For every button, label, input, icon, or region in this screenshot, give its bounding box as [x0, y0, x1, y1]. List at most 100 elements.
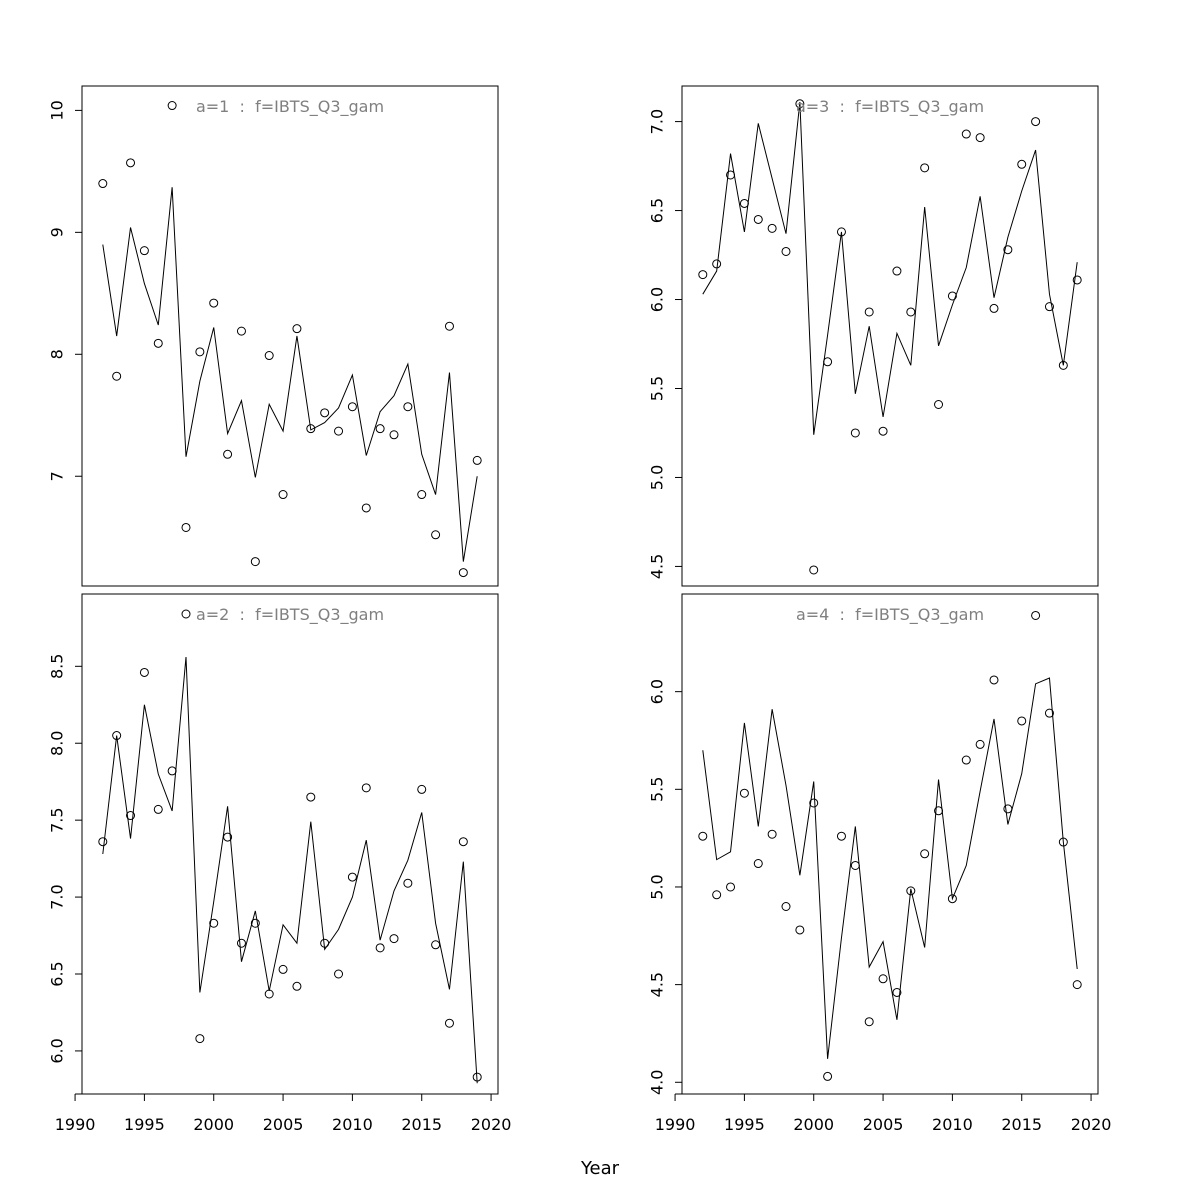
x-tick-label-a2-5: 2015 — [401, 1115, 442, 1134]
observed-point-a4-1997 — [767, 829, 777, 839]
observed-point-a1-1998 — [181, 522, 191, 532]
observed-point-a2-2012 — [375, 943, 385, 953]
observed-point-a3-2000 — [809, 565, 819, 575]
observed-point-a4-1995 — [739, 788, 749, 798]
panel-frame-a4 — [681, 593, 1099, 1095]
panel-title-a3: a=3 : f=IBTS_Q3_gam — [796, 97, 984, 117]
observed-point-a4-2016 — [1031, 610, 1041, 620]
y-tick-label-a2-1: 6.5 — [48, 961, 67, 986]
observed-point-a2-1993 — [112, 731, 122, 741]
y-tick-label-a1-3: 10 — [48, 100, 67, 120]
observed-point-a1-2013 — [389, 430, 399, 440]
observed-point-a3-2010 — [947, 291, 957, 301]
y-tick-label-a2-5: 8.5 — [48, 654, 67, 679]
y-tick-label-a3-0: 4.5 — [648, 554, 667, 579]
observed-point-a1-2006 — [292, 324, 302, 334]
observed-point-a4-2001 — [823, 1071, 833, 1081]
observed-point-a2-2001 — [223, 832, 233, 842]
fitted-line-a3 — [702, 101, 1078, 435]
observed-point-a3-1992 — [698, 270, 708, 280]
observed-point-a3-2001 — [823, 357, 833, 367]
observed-point-a1-1994 — [126, 158, 136, 168]
observed-point-a1-2008 — [320, 408, 330, 418]
x-tick-label-a4-2: 2000 — [793, 1115, 834, 1134]
observed-point-a3-2018 — [1058, 360, 1068, 370]
x-tick-label-a4-6: 2020 — [1071, 1115, 1112, 1134]
observed-point-a3-1998 — [781, 246, 791, 256]
observed-point-a4-2018 — [1058, 837, 1068, 847]
x-tick-label-a4-4: 2010 — [932, 1115, 973, 1134]
observed-point-a4-2000 — [809, 798, 819, 808]
observed-point-a2-2014 — [403, 878, 413, 888]
observed-point-a4-2009 — [934, 806, 944, 816]
x-tick-label-a4-1: 1995 — [724, 1115, 765, 1134]
observed-point-a3-2007 — [906, 307, 916, 317]
observed-point-a1-2016 — [431, 530, 441, 540]
observed-point-a2-2003 — [250, 918, 260, 928]
panel-title-a2: a=2 : f=IBTS_Q3_gam — [196, 605, 384, 625]
observed-point-a2-2011 — [361, 783, 371, 793]
observed-point-a1-2018 — [458, 568, 468, 578]
y-tick-label-a4-0: 4.0 — [648, 1070, 667, 1095]
observed-point-a1-1995 — [139, 246, 149, 256]
observed-point-a2-2006 — [292, 981, 302, 991]
observed-point-a3-1996 — [753, 214, 763, 224]
observed-point-a1-1996 — [153, 338, 163, 348]
fitted-line-a2 — [102, 657, 478, 1084]
y-tick-label-a1-0: 7 — [48, 471, 67, 481]
x-tick-label-a2-1: 1995 — [124, 1115, 165, 1134]
observed-point-a3-1994 — [726, 170, 736, 180]
panel-frame-a3 — [681, 85, 1099, 587]
y-tick-label-a3-4: 6.5 — [648, 198, 667, 223]
observed-point-a4-2010 — [947, 894, 957, 904]
observed-point-a1-2019 — [472, 455, 482, 465]
observed-point-a3-2009 — [934, 400, 944, 410]
y-tick-label-a1-1: 8 — [48, 349, 67, 359]
observed-point-a3-2002 — [836, 227, 846, 237]
x-tick-label-a4-0: 1990 — [655, 1115, 696, 1134]
panel-title-a4: a=4 : f=IBTS_Q3_gam — [796, 605, 984, 625]
y-tick-label-a2-4: 8.0 — [48, 731, 67, 756]
observed-point-a3-2011 — [961, 129, 971, 139]
x-tick-label-a2-6: 2020 — [471, 1115, 512, 1134]
observed-point-a1-1992 — [98, 179, 108, 189]
observed-point-a4-1999 — [795, 925, 805, 935]
observed-point-a4-2011 — [961, 755, 971, 765]
x-tick-label-a4-3: 2005 — [863, 1115, 904, 1134]
y-tick-label-a4-2: 5.0 — [648, 874, 667, 899]
observed-point-a4-2014 — [1003, 804, 1013, 814]
observed-point-a2-1992 — [98, 837, 108, 847]
observed-point-a2-2008 — [320, 938, 330, 948]
observed-point-a4-2015 — [1017, 716, 1027, 726]
observed-point-a1-2000 — [209, 298, 219, 308]
observed-point-a3-2004 — [864, 307, 874, 317]
observed-point-a3-2019 — [1072, 275, 1082, 285]
observed-point-a2-1995 — [139, 667, 149, 677]
observed-point-a4-2008 — [920, 849, 930, 859]
observed-point-a4-1992 — [698, 831, 708, 841]
observed-point-a1-2011 — [361, 503, 371, 513]
observed-point-a3-2005 — [878, 426, 888, 436]
observed-point-a4-2004 — [864, 1017, 874, 1027]
observed-point-a2-2010 — [347, 872, 357, 882]
observed-point-a1-2014 — [403, 402, 413, 412]
observed-point-a4-1996 — [753, 859, 763, 869]
y-tick-label-a3-3: 6.0 — [648, 287, 667, 312]
observed-point-a3-2016 — [1031, 117, 1041, 127]
observed-point-a2-2017 — [444, 1018, 454, 1028]
observed-point-a1-2017 — [444, 321, 454, 331]
observed-point-a4-1998 — [781, 902, 791, 911]
observed-point-a2-2019 — [472, 1072, 482, 1082]
observed-point-a4-2007 — [906, 886, 916, 896]
observed-point-a2-2004 — [264, 989, 274, 999]
observed-point-a3-2006 — [892, 266, 902, 276]
y-tick-label-a1-2: 9 — [48, 227, 67, 237]
y-tick-label-a3-2: 5.5 — [648, 376, 667, 401]
observed-point-a1-2005 — [278, 490, 288, 500]
observed-point-a3-1999 — [795, 99, 805, 109]
observed-point-a1-2009 — [334, 426, 344, 436]
observed-point-a3-1995 — [739, 198, 749, 208]
observed-point-a2-2013 — [389, 934, 399, 944]
panel-title-a1: a=1 : f=IBTS_Q3_gam — [196, 97, 384, 117]
observed-point-a3-2003 — [850, 428, 860, 438]
